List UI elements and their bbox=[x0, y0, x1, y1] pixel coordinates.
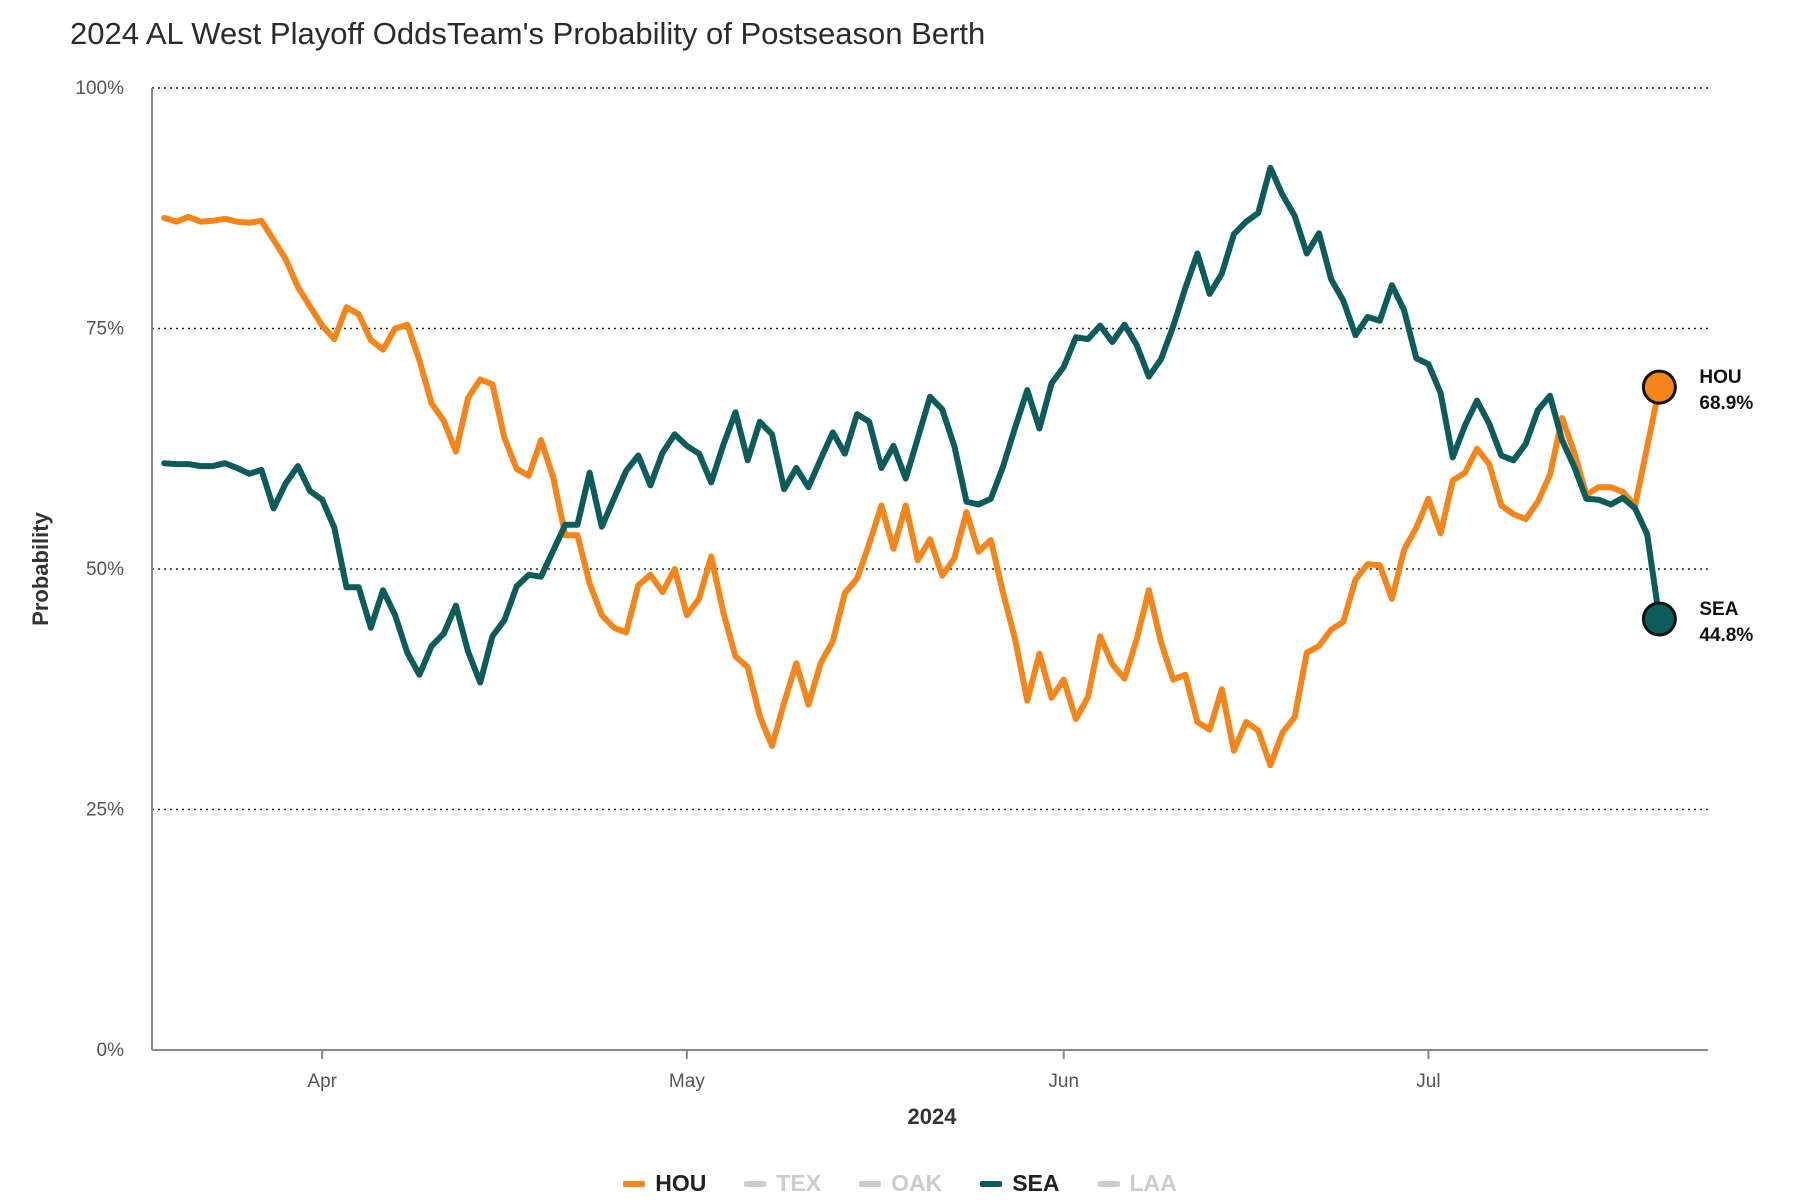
chart-title: 2024 AL West Playoff OddsTeam's Probabil… bbox=[70, 16, 986, 51]
y-tick-label: 25% bbox=[86, 800, 124, 821]
x-tick-label: Jun bbox=[1048, 1071, 1079, 1092]
y-tick-label: 75% bbox=[86, 319, 124, 340]
end-marker-hou[interactable] bbox=[1641, 369, 1677, 405]
legend-label: LAA bbox=[1129, 1170, 1177, 1196]
x-tick-label: May bbox=[669, 1071, 705, 1092]
legend-label: SEA bbox=[1012, 1170, 1060, 1196]
y-tick-label: 0% bbox=[97, 1040, 125, 1061]
y-tick-label: 50% bbox=[86, 559, 124, 580]
series-line-hou bbox=[161, 213, 1663, 769]
end-label-value-hou: 68.9% bbox=[1699, 393, 1753, 414]
end-marker-sea[interactable] bbox=[1641, 601, 1677, 637]
y-axis-title: Probability bbox=[28, 511, 53, 625]
axes bbox=[151, 88, 1708, 1051]
legend-swatch bbox=[980, 1180, 1003, 1187]
legend-item-laa[interactable]: LAA bbox=[1097, 1170, 1177, 1197]
legend-item-tex[interactable]: TEX bbox=[744, 1170, 821, 1197]
x-tick-label: Apr bbox=[307, 1071, 337, 1092]
x-tick-label: Jul bbox=[1416, 1071, 1440, 1092]
x-axis-title: 2024 bbox=[908, 1104, 958, 1129]
legend-swatch bbox=[1097, 1180, 1120, 1187]
end-label-name-sea: SEA bbox=[1699, 599, 1738, 620]
legend-label: HOU bbox=[655, 1170, 707, 1196]
legend-item-sea[interactable]: SEA bbox=[980, 1170, 1060, 1197]
x-tick-labels: Apr May Jun Jul bbox=[307, 1050, 1441, 1092]
legend-swatch bbox=[744, 1180, 767, 1187]
end-label-value-sea: 44.8% bbox=[1699, 625, 1753, 646]
y-tick-label: 100% bbox=[75, 78, 124, 99]
series-line-sea bbox=[161, 164, 1663, 686]
series-lines bbox=[161, 164, 1663, 769]
legend: HOU TEX OAK SEA LAA bbox=[0, 1170, 1800, 1197]
legend-swatch bbox=[623, 1180, 646, 1187]
legend-item-oak[interactable]: OAK bbox=[859, 1170, 942, 1197]
legend-label: OAK bbox=[891, 1170, 943, 1196]
y-tick-labels: 0% 25% 50% 75% 100% bbox=[75, 78, 124, 1061]
legend-item-hou[interactable]: HOU bbox=[623, 1170, 706, 1197]
end-label-name-hou: HOU bbox=[1699, 367, 1741, 388]
legend-swatch bbox=[859, 1180, 882, 1187]
end-markers: HOU 68.9% SEA 44.8% bbox=[1641, 367, 1753, 646]
legend-label: TEX bbox=[776, 1170, 822, 1196]
